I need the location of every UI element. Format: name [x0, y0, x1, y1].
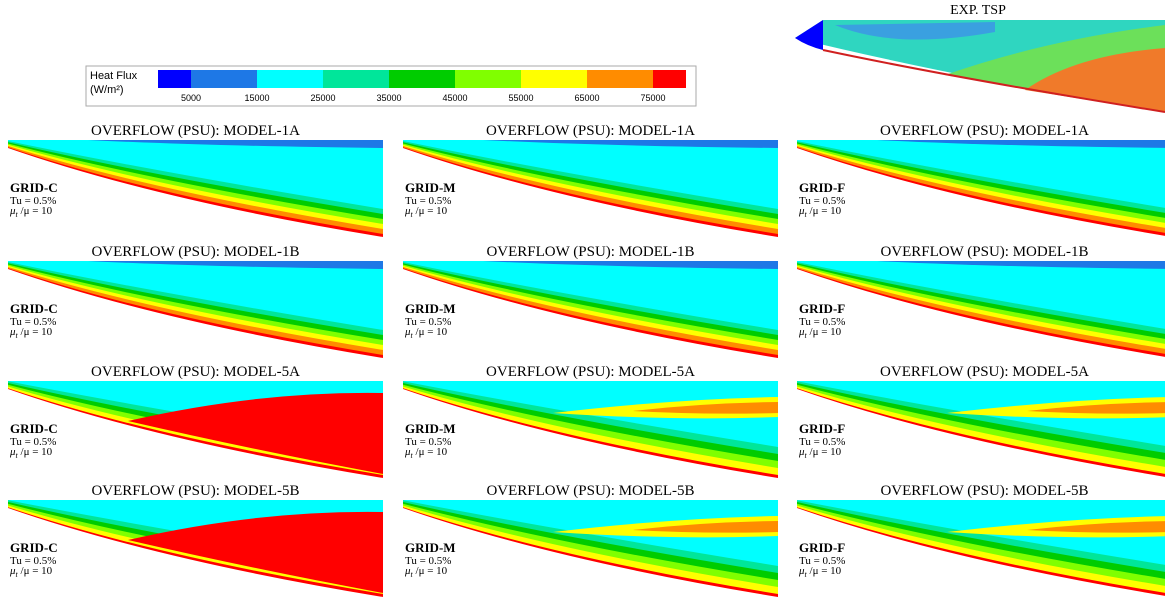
colorbar-swatch: [191, 70, 257, 88]
mu-label: μt /μ = 10: [404, 326, 448, 340]
grid-label: GRID-F: [799, 421, 845, 436]
panel-title: OVERFLOW (PSU): MODEL-1B: [880, 244, 1088, 260]
contour-panel: [797, 140, 1165, 239]
colorbar-swatch: [323, 70, 389, 88]
mu-rest: /μ = 10: [18, 326, 53, 338]
mu-label: μt /μ = 10: [404, 565, 448, 579]
contour-panel: [403, 381, 778, 480]
mu-label: μt /μ = 10: [9, 326, 53, 340]
colorbar-swatch: [587, 70, 653, 88]
colorbar-unit: (W/m²): [90, 84, 124, 96]
panel-title: OVERFLOW (PSU): MODEL-5B: [486, 483, 694, 499]
colorbar-tick-label: 5000: [181, 93, 201, 103]
mu-label: μt /μ = 10: [9, 446, 53, 460]
contour-panel: [8, 381, 383, 480]
colorbar-tick-label: 35000: [376, 93, 401, 103]
panel-title: OVERFLOW (PSU): MODEL-1A: [486, 123, 695, 139]
mu-label: μt /μ = 10: [9, 565, 53, 579]
grid-label: GRID-M: [405, 301, 456, 316]
panel-mask: [797, 478, 1165, 480]
panel-mask: [8, 237, 383, 239]
grid-label: GRID-M: [405, 421, 456, 436]
colorbar-swatch: [521, 70, 587, 88]
figure: Heat Flux (W/m²) 5000 15000 25000 35000 4500…: [0, 0, 1165, 598]
panel-title: OVERFLOW (PSU): MODEL-1B: [486, 244, 694, 260]
contour-panel: [8, 500, 383, 598]
mu-label: μt /μ = 10: [798, 205, 842, 219]
mu-rest: /μ = 10: [807, 565, 842, 577]
contour-panel: [797, 500, 1165, 598]
mu-label: μt /μ = 10: [798, 565, 842, 579]
contour-panel: [797, 261, 1165, 360]
mu-label: μt /μ = 10: [404, 446, 448, 460]
colorbar-tick-label: 45000: [442, 93, 467, 103]
panel-title: OVERFLOW (PSU): MODEL-1A: [880, 123, 1089, 139]
panel-mask: [403, 358, 778, 360]
colorbar: Heat Flux (W/m²) 5000 15000 25000 35000 4500…: [86, 66, 696, 106]
colorbar-title: Heat Flux: [90, 70, 138, 82]
colorbar-tick-label: 25000: [310, 93, 335, 103]
colorbar-tick-label: 65000: [574, 93, 599, 103]
exp-title: EXP. TSP: [950, 3, 1006, 18]
contour-panel: [403, 140, 778, 239]
grid-label: GRID-M: [405, 180, 456, 195]
colorbar-swatch: [455, 70, 521, 88]
mu-label: μt /μ = 10: [404, 205, 448, 219]
panel-mask: [8, 358, 383, 360]
panel-mask: [403, 478, 778, 480]
panel-title: OVERFLOW (PSU): MODEL-1A: [91, 123, 300, 139]
panel-title: OVERFLOW (PSU): MODEL-1B: [91, 244, 299, 260]
mu-rest: /μ = 10: [18, 565, 53, 577]
colorbar-swatch: [158, 70, 191, 88]
exp-leading: [795, 20, 823, 50]
grid-label: GRID-C: [10, 301, 58, 316]
mu-rest: /μ = 10: [413, 446, 448, 458]
grid-label: GRID-F: [799, 301, 845, 316]
panel-mask: [403, 237, 778, 239]
mu-rest: /μ = 10: [413, 565, 448, 577]
colorbar-swatch: [257, 70, 323, 88]
panel-mask: [797, 237, 1165, 239]
mu-rest: /μ = 10: [807, 205, 842, 217]
panel-title: OVERFLOW (PSU): MODEL-5B: [880, 483, 1088, 499]
exp-panel: [795, 20, 1165, 112]
contour-panel: [8, 261, 383, 360]
grid-label: GRID-C: [10, 180, 58, 195]
contour-panel: [403, 261, 778, 360]
mu-rest: /μ = 10: [18, 205, 53, 217]
colorbar-swatch: [389, 70, 455, 88]
mu-label: μt /μ = 10: [9, 205, 53, 219]
grid-label: GRID-F: [799, 540, 845, 555]
mu-rest: /μ = 10: [807, 446, 842, 458]
panel-title: OVERFLOW (PSU): MODEL-5A: [91, 364, 300, 380]
colorbar-tick-label: 15000: [244, 93, 269, 103]
contour-panel: [797, 381, 1165, 480]
colorbar-swatch: [653, 70, 686, 88]
grid-label: GRID-M: [405, 540, 456, 555]
grid-label: GRID-C: [10, 540, 58, 555]
panel-mask: [797, 358, 1165, 360]
panel-title: OVERFLOW (PSU): MODEL-5B: [91, 483, 299, 499]
mu-rest: /μ = 10: [413, 205, 448, 217]
panel-title: OVERFLOW (PSU): MODEL-5A: [880, 364, 1089, 380]
mu-label: μt /μ = 10: [798, 446, 842, 460]
contour-panel: [8, 140, 383, 239]
grid-label: GRID-F: [799, 180, 845, 195]
colorbar-tick-label: 55000: [508, 93, 533, 103]
mu-rest: /μ = 10: [413, 326, 448, 338]
mu-rest: /μ = 10: [807, 326, 842, 338]
contour-panel: [403, 500, 778, 598]
mu-label: μt /μ = 10: [798, 326, 842, 340]
colorbar-tick-label: 75000: [640, 93, 665, 103]
grid-label: GRID-C: [10, 421, 58, 436]
panel-title: OVERFLOW (PSU): MODEL-5A: [486, 364, 695, 380]
panel-mask: [8, 478, 383, 480]
mu-rest: /μ = 10: [18, 446, 53, 458]
